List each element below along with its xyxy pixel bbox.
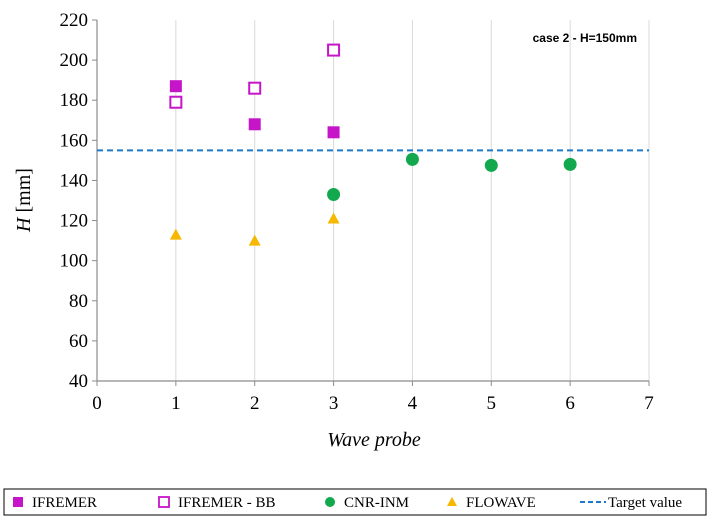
legend-marker <box>13 497 23 507</box>
point-cnr-inm <box>405 152 419 166</box>
legend-item-target-value: Target value <box>580 495 682 511</box>
x-tick-label: 3 <box>329 393 339 414</box>
x-tick-label: 5 <box>487 393 497 414</box>
point-cnr-inm <box>484 158 498 172</box>
legend-label: CNR-INM <box>344 495 409 511</box>
legend-label: FLOWAVE <box>466 495 536 511</box>
y-tick-label: 180 <box>60 90 89 111</box>
legend-marker <box>447 497 457 506</box>
y-axis-unit: [mm] <box>13 168 35 212</box>
point-ifremer-bb <box>169 95 183 109</box>
legend-label: IFREMER <box>32 495 97 511</box>
y-tick-label: 120 <box>60 211 89 232</box>
x-tick-label: 6 <box>565 393 575 414</box>
grid-lines <box>175 20 650 381</box>
tick-labels: 40 60 80 100 120 140 160 180 200 220 0 1 2 3 4 5 6 7 <box>60 10 654 414</box>
point-cnr-inm <box>327 187 341 201</box>
point-flowave <box>327 212 340 224</box>
y-tick-label: 40 <box>69 371 88 392</box>
point-cnr-inm <box>563 157 577 171</box>
point-flowave <box>248 234 261 246</box>
y-tick-label: 160 <box>60 130 89 151</box>
legend-item-ifremer-bb: IFREMER - BB <box>158 495 276 511</box>
y-tick-label: 140 <box>60 170 89 191</box>
x-tick-label: 7 <box>644 393 654 414</box>
data-points <box>169 43 577 246</box>
y-axis-variable: H <box>13 216 35 233</box>
y-tick-label: 200 <box>60 50 89 71</box>
axes <box>96 20 649 382</box>
point-ifremer-bb <box>248 81 262 95</box>
y-tick-label: 60 <box>69 331 88 352</box>
x-tick-label: 0 <box>92 393 102 414</box>
y-axis-title: H [mm] <box>13 168 35 233</box>
point-ifremer <box>248 118 261 131</box>
legend-marker <box>158 496 170 508</box>
legend-marker <box>325 497 335 507</box>
x-axis-title: Wave probe <box>327 429 421 451</box>
legend-item-cnr-inm: CNR-INM <box>325 495 409 511</box>
x-tick-label: 4 <box>408 393 418 414</box>
y-tick-label: 220 <box>60 10 89 31</box>
point-ifremer <box>169 80 182 93</box>
point-ifremer <box>327 126 340 139</box>
x-tick-label: 1 <box>171 393 181 414</box>
point-ifremer-bb <box>327 43 341 57</box>
y-tick-label: 100 <box>60 251 89 272</box>
point-flowave <box>169 228 182 240</box>
chart-annotation: case 2 - H=150mm <box>533 31 637 45</box>
legend-label: Target value <box>608 495 682 511</box>
x-tick-label: 2 <box>250 393 260 414</box>
legend-item-flowave: FLOWAVE <box>447 495 536 511</box>
legend-item-ifremer: IFREMER <box>13 495 97 511</box>
legend-box <box>3 488 707 516</box>
legend-label: IFREMER - BB <box>178 495 276 511</box>
legend: IFREMER IFREMER - BB CNR-INM FLOWAVE Target … <box>13 495 682 511</box>
y-tick-label: 80 <box>69 291 88 312</box>
